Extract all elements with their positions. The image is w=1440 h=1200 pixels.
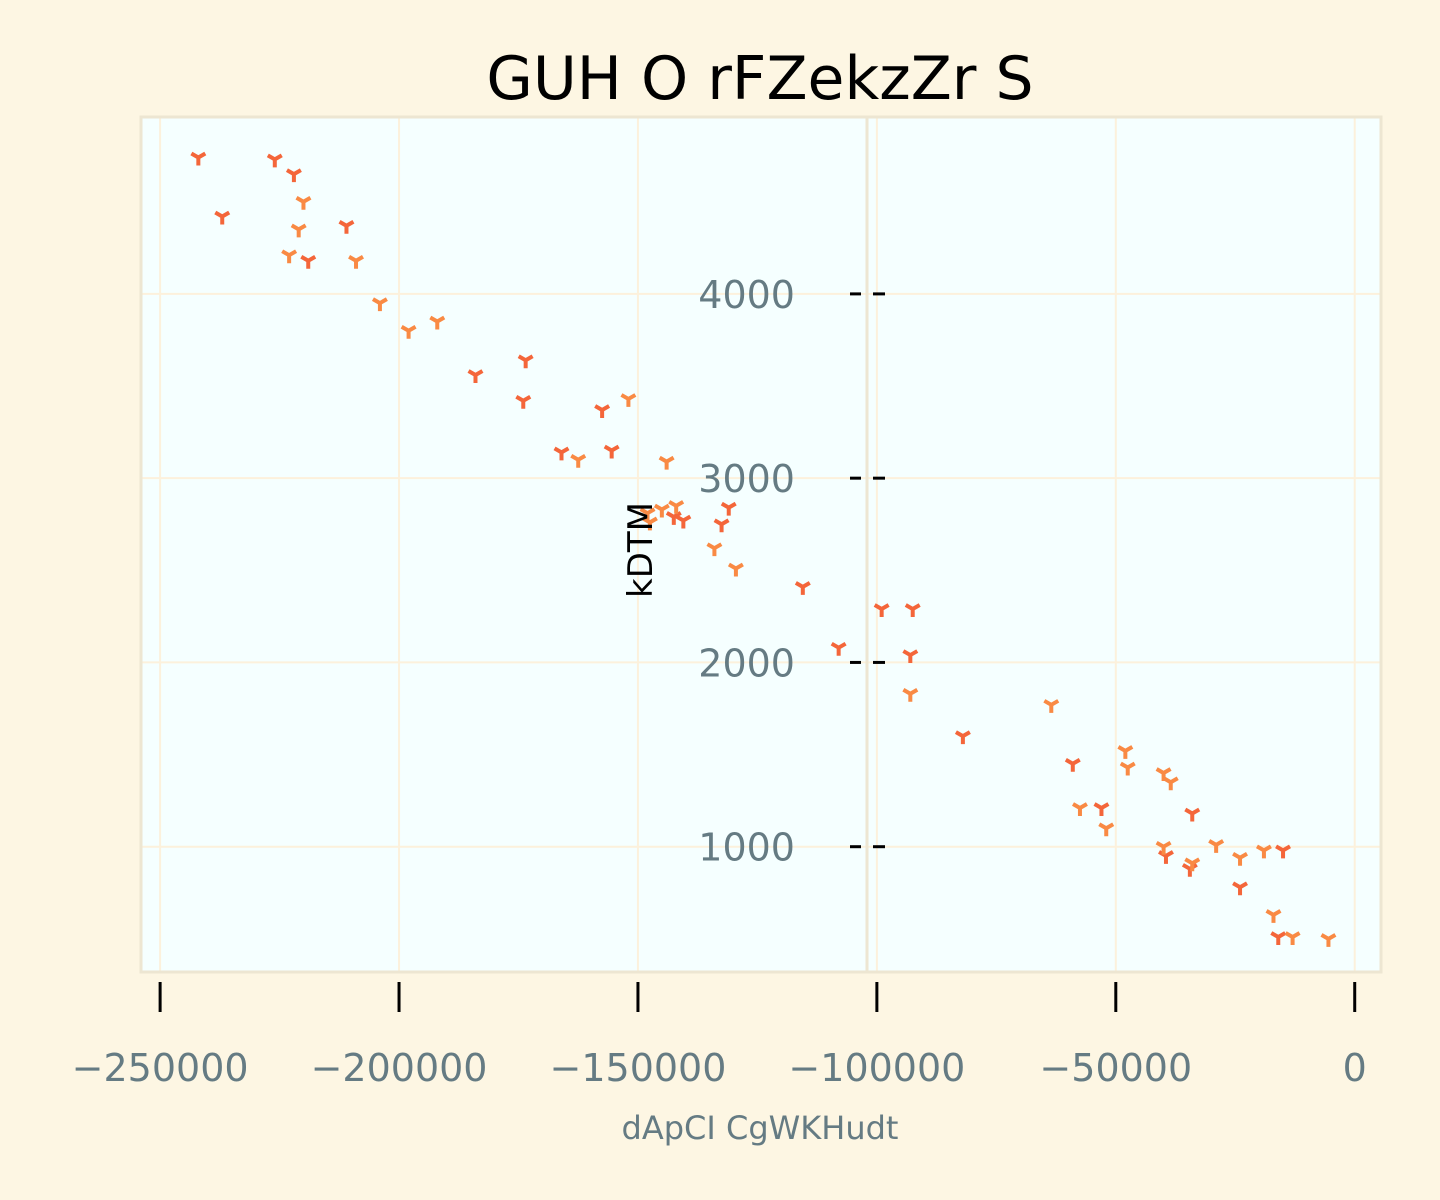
scatter-point — [603, 444, 620, 459]
scatter-point — [281, 249, 298, 264]
scatter-point — [720, 501, 737, 516]
scatter-point — [675, 514, 692, 529]
scatter-point — [594, 404, 611, 418]
scatter-point — [1184, 807, 1201, 822]
scatter-point — [300, 254, 317, 269]
scatter-point — [1208, 839, 1225, 853]
scatter-point — [1098, 822, 1115, 837]
scatter-point — [727, 562, 744, 577]
scatter-point — [641, 516, 658, 531]
scatter-point — [1155, 840, 1172, 855]
scatter-point — [794, 581, 811, 595]
scatter-point — [830, 641, 847, 656]
scatter-point — [1284, 931, 1301, 945]
x-tick-label: −150000 — [550, 1046, 727, 1090]
scatter-point — [1232, 881, 1248, 896]
scatter-point — [429, 315, 446, 330]
x-tick-label: −50000 — [1039, 1046, 1192, 1090]
scatter-point — [1255, 844, 1272, 859]
scatter-point — [665, 511, 682, 525]
y-tick-label: 3000 — [698, 457, 795, 501]
scatter-point — [400, 325, 417, 339]
scatter-point — [620, 393, 637, 407]
y-tick-label: 4000 — [698, 273, 795, 317]
scatter-point — [1117, 745, 1134, 759]
scatter-point — [713, 518, 730, 533]
scatter-point — [290, 223, 307, 238]
scatter-point — [214, 210, 231, 225]
scatter-point — [285, 168, 302, 183]
scatter-point — [902, 649, 919, 664]
scatter-point — [1270, 931, 1287, 945]
scatter-point — [954, 730, 971, 745]
scatter-point — [1275, 844, 1291, 859]
scatter-point — [467, 369, 484, 383]
scatter-point — [1232, 852, 1248, 866]
x-tick-label: 0 — [1343, 1046, 1367, 1090]
x-tick-label: −200000 — [311, 1046, 488, 1090]
scatter-point — [653, 503, 670, 518]
plot-frame — [139, 115, 1383, 974]
scatter-point — [668, 500, 685, 514]
scatter-point — [904, 603, 921, 617]
scatter-point — [1265, 909, 1282, 923]
scatter-point — [1093, 802, 1110, 817]
scatter-point — [190, 151, 207, 166]
scatter-point — [1072, 802, 1088, 817]
x-tick-label: −100000 — [788, 1046, 965, 1090]
scatter-point — [902, 688, 919, 702]
scatter-point — [570, 454, 587, 468]
scatter-point — [266, 153, 283, 168]
scatter-point — [1184, 857, 1201, 872]
scatter-point — [517, 354, 534, 369]
scatter-point — [873, 603, 890, 617]
plot-area — [141, 117, 1381, 972]
scatter-point — [553, 446, 570, 461]
grid-lines — [141, 117, 1381, 972]
x-tick-label: −250000 — [72, 1046, 249, 1090]
scatter-point — [1119, 761, 1136, 776]
scatter-point — [1043, 699, 1060, 713]
x-axis: −250000 −200000 −150000 −100000 −50000 0 — [72, 982, 1367, 1090]
scatter-point — [706, 542, 723, 557]
data-points — [190, 151, 1337, 947]
scatter-point — [658, 455, 675, 470]
x-axis-label: dApCI CgWKHudt — [622, 1109, 899, 1147]
y-tick-label: 1000 — [698, 826, 795, 870]
chart-title: GUH O rFZekzZr S — [486, 44, 1033, 114]
scatter-point — [1064, 758, 1081, 772]
scatter-point — [371, 297, 388, 312]
scatter-point — [348, 254, 364, 269]
scatter-point — [295, 196, 312, 210]
y-axis: 1000 2000 3000 4000 — [698, 273, 885, 870]
y-axis-label: kDTM — [621, 502, 661, 598]
scatter-point — [1162, 776, 1179, 791]
scatter-point — [338, 219, 355, 234]
scatter-point — [1320, 933, 1337, 947]
y-tick-label: 2000 — [698, 641, 795, 685]
scatter-point — [515, 395, 532, 409]
